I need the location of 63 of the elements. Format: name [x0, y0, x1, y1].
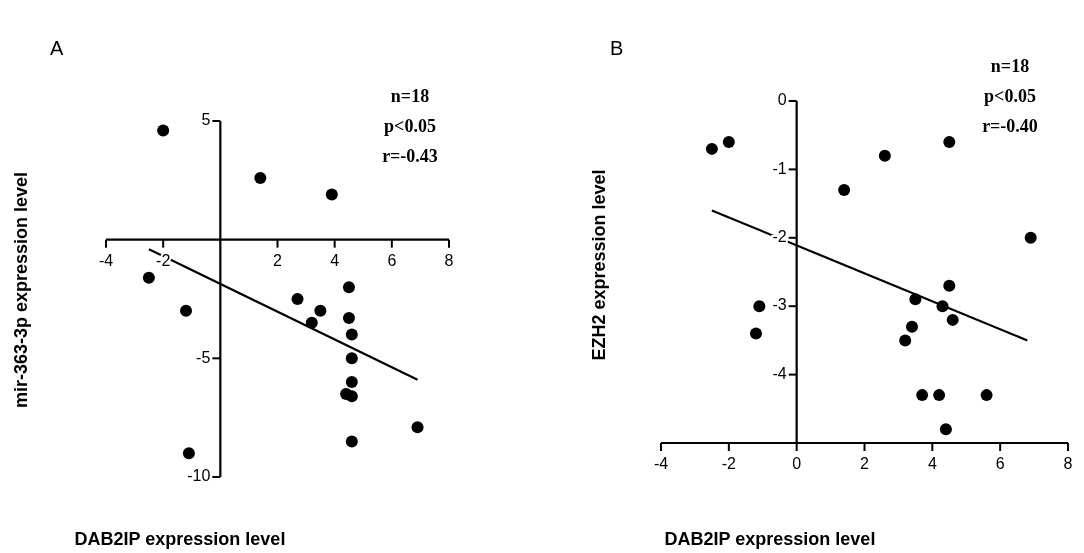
- chart-title: B: [610, 37, 624, 59]
- x-axis-title: DAB2IP expression level: [74, 528, 286, 549]
- text: n=18: [990, 56, 1030, 76]
- point: [345, 435, 358, 448]
- annotation: p<0.05: [384, 116, 436, 136]
- x-tick-label: 4: [927, 455, 937, 472]
- x-tick-label: 6: [387, 251, 397, 269]
- x-tick-label: -2: [721, 455, 737, 472]
- point: [722, 136, 735, 149]
- x-tick-label: 8: [444, 251, 454, 269]
- point: [325, 188, 338, 201]
- point: [1024, 231, 1037, 244]
- annotation: r=-0.43: [382, 146, 438, 166]
- point: [980, 389, 993, 402]
- y-tick-label: -3: [772, 296, 787, 314]
- point: [345, 376, 358, 389]
- y-tick-label: 0: [777, 91, 787, 109]
- x-tick-label: -4: [98, 251, 114, 269]
- y-axis-title: mir-363-3p expression level: [10, 171, 31, 409]
- text: n=18: [390, 86, 430, 106]
- point: [345, 352, 358, 365]
- point: [314, 304, 327, 317]
- chart-title: A: [50, 37, 64, 59]
- point: [946, 313, 959, 326]
- point: [182, 447, 195, 460]
- point: [899, 334, 912, 347]
- y-tick-label: -1: [772, 159, 787, 177]
- point: [342, 311, 355, 324]
- point: [705, 142, 718, 155]
- point: [878, 149, 891, 162]
- point: [180, 304, 193, 317]
- x-tick-label: 0: [792, 455, 802, 472]
- point: [411, 421, 424, 434]
- point: [905, 320, 918, 333]
- x-tick-label: 8: [1063, 455, 1073, 472]
- point: [838, 183, 851, 196]
- x-tick-label: 6: [995, 455, 1005, 472]
- x-tick-label: 2: [273, 251, 283, 269]
- point: [157, 124, 170, 137]
- point: [254, 171, 267, 184]
- point: [291, 293, 304, 305]
- point: [943, 136, 956, 149]
- point: [753, 300, 766, 313]
- x-tick-label: -4: [653, 455, 669, 472]
- x-axis-title: DAB2IP expression level: [664, 528, 876, 549]
- y-tick-label: 5: [201, 111, 211, 129]
- point: [749, 327, 762, 340]
- y-tick-label: -4: [772, 364, 787, 382]
- point: [916, 389, 929, 402]
- point: [345, 390, 358, 403]
- annotation: p<0.05: [984, 86, 1036, 106]
- x-tick-label: 4: [330, 251, 340, 269]
- point: [943, 279, 956, 292]
- y-tick-label: -5: [196, 348, 211, 366]
- point: [939, 423, 952, 436]
- point: [933, 389, 946, 402]
- y-tick-label: -10: [187, 467, 211, 485]
- point: [345, 328, 358, 341]
- x-tick-label: 2: [860, 455, 870, 472]
- point: [342, 281, 355, 294]
- point: [142, 271, 155, 284]
- annotation: r=-0.40: [982, 116, 1038, 136]
- y-axis-title: EZH2 expression level: [588, 169, 609, 361]
